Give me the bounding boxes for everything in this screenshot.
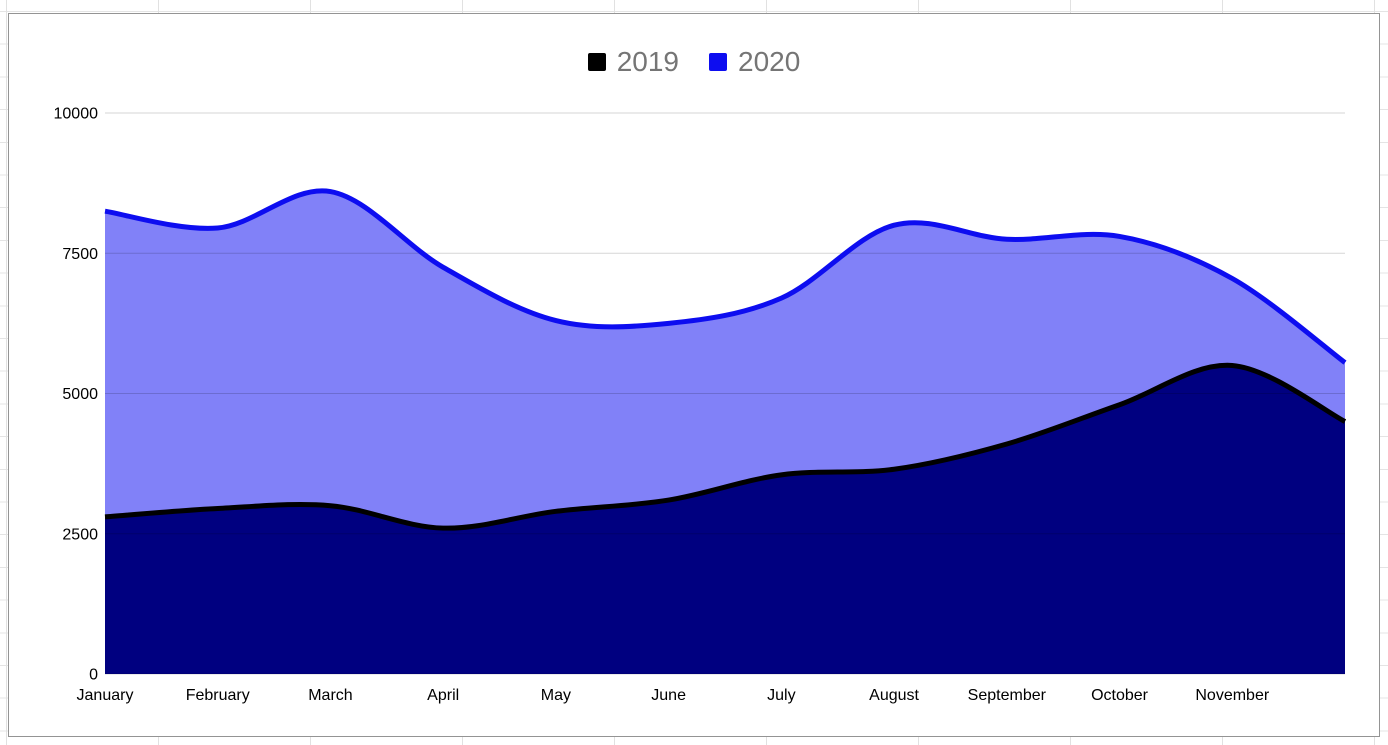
series-area-2019 <box>105 365 1345 674</box>
legend-label-2019: 2019 <box>616 46 679 77</box>
x-tick-label-March: March <box>308 687 352 704</box>
chart-legend: 2019 2020 <box>9 48 1379 76</box>
legend-item-2020: 2020 <box>709 48 800 76</box>
area-chart-svg: 0 2500 5000 7500 10000 January February March Ap… <box>54 106 1347 704</box>
chart-card[interactable]: 2019 2020 0 2500 5000 7500 10000 January Febru… <box>8 13 1380 737</box>
x-tick-label-May: May <box>541 687 571 704</box>
x-tick-label-April: April <box>427 687 459 704</box>
x-tick-label-June: June <box>651 687 686 704</box>
y-tick-label-5000: 5000 <box>62 386 98 403</box>
x-tick-label-October: October <box>1091 687 1149 704</box>
y-tick-label-10000: 10000 <box>54 106 99 123</box>
series-line-2019 <box>104 362 1347 531</box>
legend-item-2019: 2019 <box>587 46 679 77</box>
y-tick-label-0: 0 <box>89 667 98 684</box>
x-tick-label-August: August <box>869 687 919 704</box>
x-tick-label-November: November <box>1195 687 1269 704</box>
y-tick-label-2500: 2500 <box>62 526 98 543</box>
legend-label-2020: 2020 <box>738 46 801 77</box>
x-tick-label-January: January <box>77 687 134 704</box>
legend-swatch-2019-icon <box>587 53 606 71</box>
x-tick-label-September: September <box>968 687 1047 704</box>
x-tick-label-July: July <box>767 687 795 704</box>
y-tick-label-7500: 7500 <box>62 246 98 263</box>
legend-swatch-2020-icon <box>709 53 727 71</box>
series-line-2020 <box>104 188 1347 365</box>
x-tick-label-February: February <box>186 687 250 704</box>
